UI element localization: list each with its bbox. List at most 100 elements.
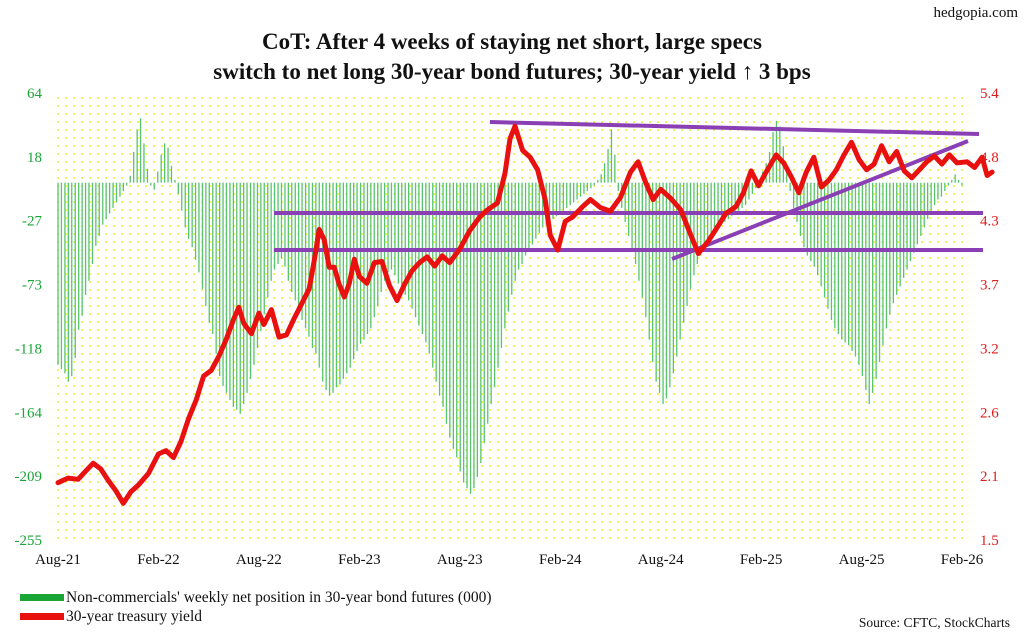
net-position-bar [854, 182, 857, 357]
net-position-bar [521, 182, 523, 264]
x-tick-label: Feb-25 [740, 552, 783, 568]
x-tick-label: Feb-22 [137, 552, 180, 568]
net-position-bar [841, 182, 843, 340]
right-tick-label: 3.2 [980, 341, 999, 357]
net-position-bar [487, 182, 489, 424]
net-position-bar [428, 182, 430, 354]
net-position-bar [212, 182, 214, 334]
net-position-bar [98, 182, 100, 236]
legend-label-net-position: Non-commercials' weekly net position in … [66, 589, 492, 606]
net-position-bar [958, 179, 960, 183]
net-position-bar [483, 182, 485, 444]
net-position-bar [810, 182, 812, 262]
net-position-bar [655, 182, 657, 382]
net-position-bar [249, 182, 252, 379]
net-position-bar [153, 182, 155, 190]
net-position-bar [194, 182, 197, 260]
net-position-bar [724, 182, 726, 222]
net-position-bar [710, 182, 712, 239]
net-position-bar [456, 182, 458, 458]
net-position-bar [848, 182, 850, 346]
net-position-bar [861, 182, 863, 377]
net-position-bar [896, 182, 898, 295]
net-position-bar [865, 182, 867, 391]
net-position-bar [813, 182, 815, 267]
net-position-bar [566, 182, 568, 208]
net-position-bar [693, 182, 695, 276]
net-position-bar [205, 182, 207, 306]
net-position-bar [387, 182, 389, 273]
net-position-bar [858, 182, 860, 365]
net-position-bar [174, 179, 176, 183]
net-position-bar [229, 182, 231, 400]
net-position-bar [315, 182, 317, 354]
net-position-bar [466, 182, 468, 489]
net-position-bar [170, 165, 173, 183]
net-position-bar [562, 182, 564, 211]
trendlines [274, 120, 983, 261]
net-position-bar [786, 168, 788, 183]
net-position-bar [834, 182, 836, 329]
net-position-bar [432, 182, 434, 368]
net-position-bar [789, 182, 791, 192]
net-position-bar [878, 182, 881, 363]
net-position-bar [923, 182, 925, 228]
net-position-bar [243, 182, 245, 405]
net-position-bar [201, 182, 204, 290]
legend-swatch-net-position [20, 594, 64, 601]
net-position-bar [287, 182, 289, 281]
net-position-bar [177, 182, 179, 194]
chart-title-line-1: CoT: After 4 weeks of staying net short,… [262, 29, 762, 54]
net-position-bar [885, 182, 888, 329]
x-tick-label: Feb-26 [941, 552, 984, 568]
net-position-bar [84, 182, 87, 295]
net-position-bar [188, 182, 190, 239]
net-position-bar [91, 182, 94, 264]
right-tick-label: 1.5 [980, 533, 999, 549]
net-position-bar [518, 182, 520, 270]
net-position-bar [208, 182, 210, 323]
net-position-bar [793, 182, 795, 208]
net-position-bar [676, 182, 678, 357]
net-position-bar [524, 182, 527, 256]
net-position-bar [933, 182, 936, 206]
net-position-bar [961, 182, 963, 186]
net-position-bar [239, 182, 241, 414]
net-position-bar [304, 182, 307, 329]
net-position-bar [318, 182, 320, 368]
x-tick-label: Feb-24 [539, 552, 582, 568]
net-position-bar [294, 182, 296, 301]
net-position-bar [493, 182, 496, 388]
net-position-bar [332, 182, 334, 393]
net-position-bar [679, 182, 681, 340]
net-position-bar [796, 182, 798, 222]
net-position-bar [696, 182, 698, 264]
net-position-bar [298, 182, 300, 309]
net-position-bar [497, 182, 499, 368]
net-position-bar [191, 182, 193, 248]
net-position-bar [325, 182, 327, 391]
net-position-bar [60, 182, 63, 370]
net-position-bar [548, 182, 551, 222]
net-position-bar [720, 182, 723, 225]
net-position-bar [370, 182, 372, 329]
rising-trendline [671, 139, 969, 261]
net-position-bar [937, 182, 939, 200]
chart-title-line-2: switch to net long 30-year bond futures;… [213, 59, 810, 84]
net-position-bar [631, 182, 633, 250]
net-position-bar [328, 182, 331, 396]
net-position-bar [164, 143, 166, 183]
x-tick-label: Aug-22 [236, 552, 282, 568]
net-position-bar [463, 182, 465, 483]
net-position-bar [394, 182, 396, 276]
net-position-bar [507, 182, 509, 312]
net-position-bar [713, 182, 716, 234]
net-position-bar [380, 182, 382, 292]
net-position-bar [71, 182, 73, 377]
x-tick-label: Aug-24 [638, 552, 684, 568]
net-position-bar [851, 182, 853, 351]
yield-line [55, 123, 995, 506]
net-position-bar [775, 121, 778, 183]
net-position-bar [638, 182, 640, 281]
net-position-bar [136, 129, 138, 183]
